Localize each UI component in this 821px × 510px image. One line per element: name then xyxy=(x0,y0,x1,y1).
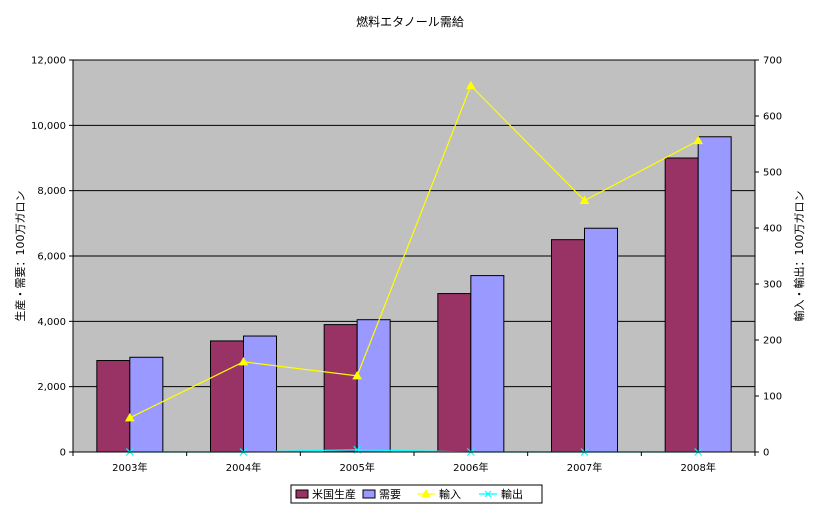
right-tick-label: 700 xyxy=(763,56,782,67)
right-tick-label: 600 xyxy=(763,112,782,123)
right-tick-label: 500 xyxy=(763,168,782,179)
point-輸入 xyxy=(465,80,476,90)
bar-米国生産 xyxy=(96,360,131,453)
left-axis-title: 生産・需要：100万ガロン xyxy=(13,191,27,322)
legend-marker xyxy=(421,488,431,498)
left-tick-label: 8,000 xyxy=(37,186,66,197)
bar-需要 xyxy=(584,227,618,453)
point-輸入 xyxy=(579,195,590,205)
right-axis-ticks: 0 100 200 300 400 500 600 700 xyxy=(755,56,782,459)
x-tick-label: 2003年 xyxy=(112,461,147,474)
legend-label: 米国生産 xyxy=(312,487,356,501)
legend-label: 輸出 xyxy=(501,487,523,501)
x-tick-label: 2008年 xyxy=(680,461,715,474)
x-tick-label: 2007年 xyxy=(567,461,602,474)
x-tick-label: 2004年 xyxy=(226,461,261,474)
bar-米国生産 xyxy=(664,157,699,453)
left-axis-ticks: 0 2,000 4,000 6,000 8,000 10,000 12,000 xyxy=(31,56,73,459)
legend-box xyxy=(290,484,543,504)
left-tick-label: 2,000 xyxy=(37,382,66,393)
right-tick-label: 300 xyxy=(763,280,782,291)
bar-米国生産 xyxy=(210,340,244,453)
bar-需要 xyxy=(470,275,505,453)
x-tick-label: 2005年 xyxy=(339,461,374,474)
gridlines xyxy=(73,59,755,388)
bar-米国生産 xyxy=(551,239,585,453)
x-tick-label: 2006年 xyxy=(453,461,488,474)
point-輸入 xyxy=(238,356,249,366)
left-tick-label: 12,000 xyxy=(31,56,66,67)
legend-item: 米国生産 xyxy=(295,487,356,501)
left-tick-label: 0 xyxy=(60,448,66,459)
chart-title: 燃料エタノール需給 xyxy=(356,14,464,29)
point-輸入 xyxy=(124,412,135,422)
bar-米国生産 xyxy=(323,324,358,453)
legend-label: 輸入 xyxy=(439,487,461,501)
right-axis-title: 輸入・輸出：100万ガロン xyxy=(792,191,806,322)
legend-item: 需要 xyxy=(362,488,401,501)
legend-item: 輸入 xyxy=(417,487,461,501)
right-tick-label: 0 xyxy=(763,448,769,459)
legend-swatch xyxy=(295,489,309,499)
x-axis-ticks: 2003年 2004年 2005年 2006年 2007年 2008年 xyxy=(72,452,756,474)
left-tick-label: 10,000 xyxy=(31,121,66,132)
right-tick-label: 400 xyxy=(763,224,782,235)
right-tick-label: 200 xyxy=(763,336,782,347)
legend-swatch xyxy=(362,489,376,499)
bar-需要 xyxy=(243,335,277,453)
legend-marker xyxy=(484,490,492,498)
line-輸入 xyxy=(129,84,699,419)
bar-需要 xyxy=(356,319,391,453)
right-tick-label: 100 xyxy=(763,392,782,403)
point-輸入 xyxy=(352,370,363,380)
legend-label: 需要 xyxy=(379,488,401,501)
bar-米国生産 xyxy=(437,293,472,453)
bar-需要 xyxy=(697,136,732,453)
left-tick-label: 4,000 xyxy=(37,317,66,328)
legend: 米国生産 需要 輸入 輸出 xyxy=(290,484,543,504)
point-輸入 xyxy=(693,135,704,145)
legend-item: 輸出 xyxy=(479,487,523,501)
left-tick-label: 6,000 xyxy=(37,252,66,263)
